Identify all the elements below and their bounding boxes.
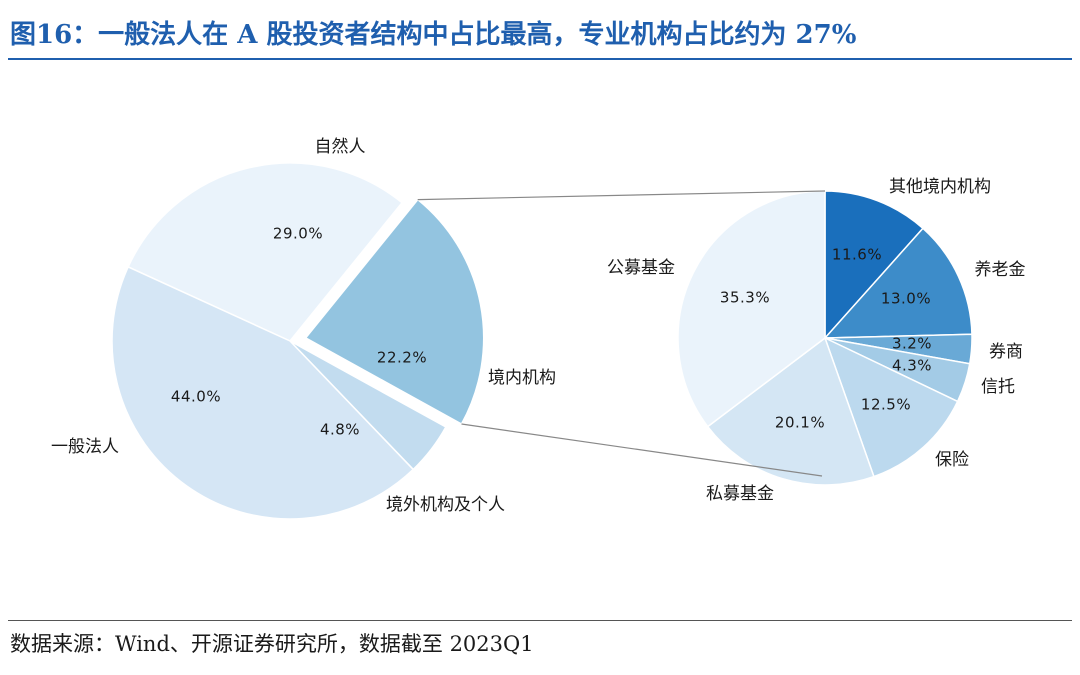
right-pie-slice [823,336,959,478]
left-pie-value-label: 22.2% [377,349,427,367]
left-pie-value-label: 29.0% [273,225,323,243]
figure-title: 图16：一般法人在 A 股投资者结构中占比最高，专业机构占比约为 27% [10,20,857,50]
connector-line-bottom [461,423,823,477]
connector-line-top [417,190,826,201]
left-pie-slice [127,162,404,342]
left-pie-category-label: 境内机构 [488,368,556,388]
right-pie-value-label: 35.3% [720,289,770,307]
right-pie-category-label: 公募基金 [607,258,675,278]
right-pie-value-label: 11.6% [832,246,882,264]
right-pie-value-label: 20.1% [775,414,825,432]
right-pie-category-label: 其他境内机构 [889,177,991,197]
right-pie-value-label: 3.2% [892,335,932,353]
right-pie-slice [706,336,875,486]
right-pie-value-label: 4.3% [892,357,932,375]
right-pie-slice [823,227,973,339]
left-pie-slice [304,198,485,426]
pie-of-pie-chart: 44.0% 一般法人 29.0% 自然人 22.2% 境内机构 4.8% 境外机构及个人 11.… [51,137,1026,520]
right-pie-category-label: 私募基金 [706,484,774,504]
left-pie-category-label: 一般法人 [51,437,119,457]
right-pie-category-label: 保险 [935,450,969,470]
footer-rule [8,620,1072,621]
right-pie-category-label: 养老金 [975,260,1026,280]
title-underline [8,58,1072,60]
left-pie-category-label: 自然人 [315,137,366,157]
left-pie-value-label: 44.0% [171,388,221,406]
right-pie-category-label: 信托 [981,377,1015,397]
right-pie-slice [824,190,924,340]
left-pie-category-label: 境外机构及个人 [386,495,505,515]
right-pie-value-label: 13.0% [881,290,931,308]
source-note: 数据来源：Wind、开源证券研究所，数据截至 2023Q1 [10,632,534,656]
right-pie-value-label: 12.5% [861,396,911,414]
right-pie-category-label: 券商 [989,342,1023,362]
left-pie-slice [111,265,415,520]
left-pie-value-label: 4.8% [320,421,360,439]
right-pie-slice [677,190,826,428]
